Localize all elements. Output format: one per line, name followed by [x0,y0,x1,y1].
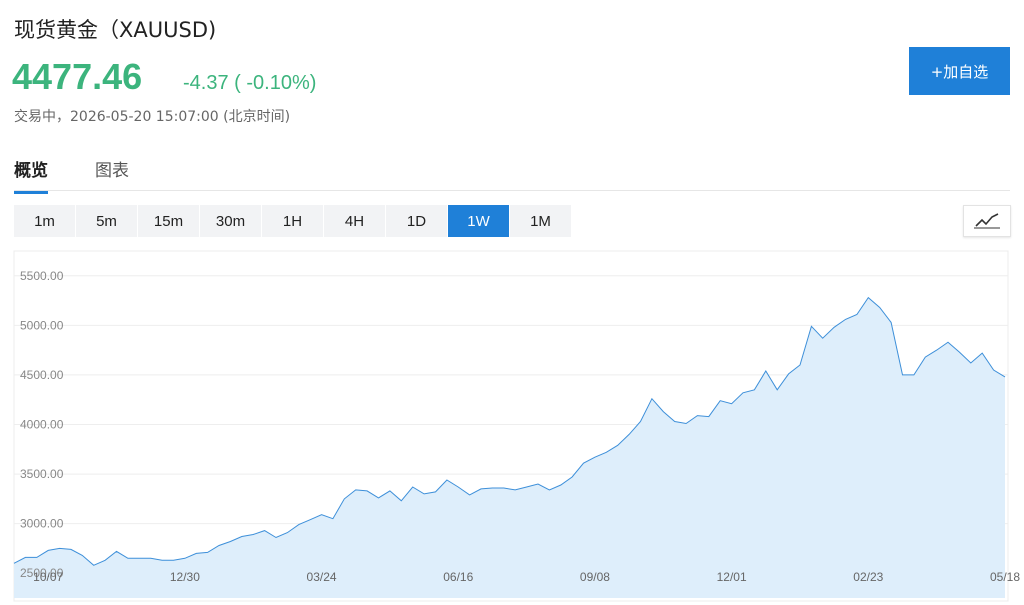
x-tick-label: 12/30 [170,570,200,584]
price-line [13,296,1006,566]
period-button[interactable]: 30m [200,205,261,237]
x-tick-label: 02/23 [853,570,883,584]
trading-status: 交易中，2026-05-20 15:07:00 (北京时间) [14,109,291,125]
tab[interactable]: 图表 [95,161,129,181]
x-tick-label: 03/24 [307,570,337,584]
y-tick-label: 5000.00 [20,318,64,332]
x-tick-label: 12/01 [717,570,747,584]
x-tick-label: 05/18 [990,570,1020,584]
chart-frame [13,250,1009,602]
chart-type-icon [974,213,1000,229]
y-tick-label: 2500.00 [20,566,64,580]
period-button[interactable]: 1m [14,205,75,237]
period-selector: 1m 5m 15m 30m 1H 4H 1D 1W 1M [14,205,571,237]
x-tick-label: 09/08 [580,570,610,584]
area-fill [14,297,1005,598]
price: 4477.46 [12,56,143,97]
tab-bar: 概览 图表 [14,150,1010,194]
y-tick-label: 5500.00 [20,269,64,283]
period-button[interactable]: 15m [138,205,199,237]
y-tick-label: 4500.00 [20,368,64,382]
period-button[interactable]: 1W [448,205,509,237]
y-tick-label: 3500.00 [20,467,64,481]
period-button[interactable]: 1D [386,205,447,237]
period-button[interactable]: 4H [324,205,385,237]
add-watchlist-button[interactable]: +加自选 [909,47,1010,95]
tab[interactable]: 概览 [14,156,48,194]
price-change: -4.37 ( -0.10%) [183,72,317,94]
x-tick-label: 06/16 [443,570,473,584]
period-button[interactable]: 1H [262,205,323,237]
title: 现货黄金（XAUUSD) [14,18,217,42]
y-tick-label: 3000.00 [20,517,64,531]
period-button[interactable]: 5m [76,205,137,237]
x-tick-label: 10/07 [33,570,63,584]
period-button[interactable]: 1M [510,205,571,237]
y-tick-label: 4000.00 [20,418,64,432]
chart-type-button[interactable] [963,205,1011,237]
